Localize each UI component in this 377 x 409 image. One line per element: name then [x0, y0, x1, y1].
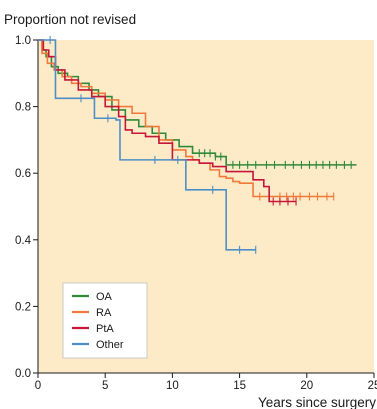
legend: OA RA PtA Other: [62, 282, 148, 359]
y-tick-label: 0.4: [15, 235, 32, 247]
x-tick-label: 5: [102, 380, 108, 392]
legend-label-oa: OA: [96, 291, 113, 303]
series-oa: [38, 39, 357, 169]
legend-label-pta: PtA: [96, 323, 114, 335]
y-axis-title: Proportion not revised: [4, 12, 136, 27]
legend-label-other: Other: [96, 339, 124, 351]
x-tick-label: 0: [35, 380, 41, 392]
legend-label-ra: RA: [96, 307, 112, 319]
x-tick-label: 15: [233, 380, 246, 392]
y-tick-label: 0.2: [15, 301, 31, 313]
y-tick-label: 0.8: [15, 102, 31, 114]
y-tick-label: 0.6: [15, 168, 31, 180]
x-tick-label: 20: [300, 380, 313, 392]
legend-box: [62, 282, 148, 359]
series-line-other: [38, 39, 256, 251]
series-line-pta: [38, 39, 297, 203]
x-axis-title: Years since surgery: [258, 395, 376, 409]
series-line-oa: [38, 39, 357, 166]
axes: 0.0 0.2 0.4 0.6 0.8 1.0 0 5 10 15 20 25: [15, 35, 377, 392]
series-ra: [38, 39, 335, 201]
series-other: [38, 36, 257, 254]
series-pta: [38, 39, 297, 206]
x-tick-label: 25: [368, 380, 377, 392]
x-tick-label: 10: [166, 380, 179, 392]
y-tick-label: 0.0: [15, 368, 31, 380]
y-tick-label: 1.0: [15, 35, 31, 47]
series-layer: [38, 36, 357, 254]
series-line-ra: [38, 39, 334, 198]
